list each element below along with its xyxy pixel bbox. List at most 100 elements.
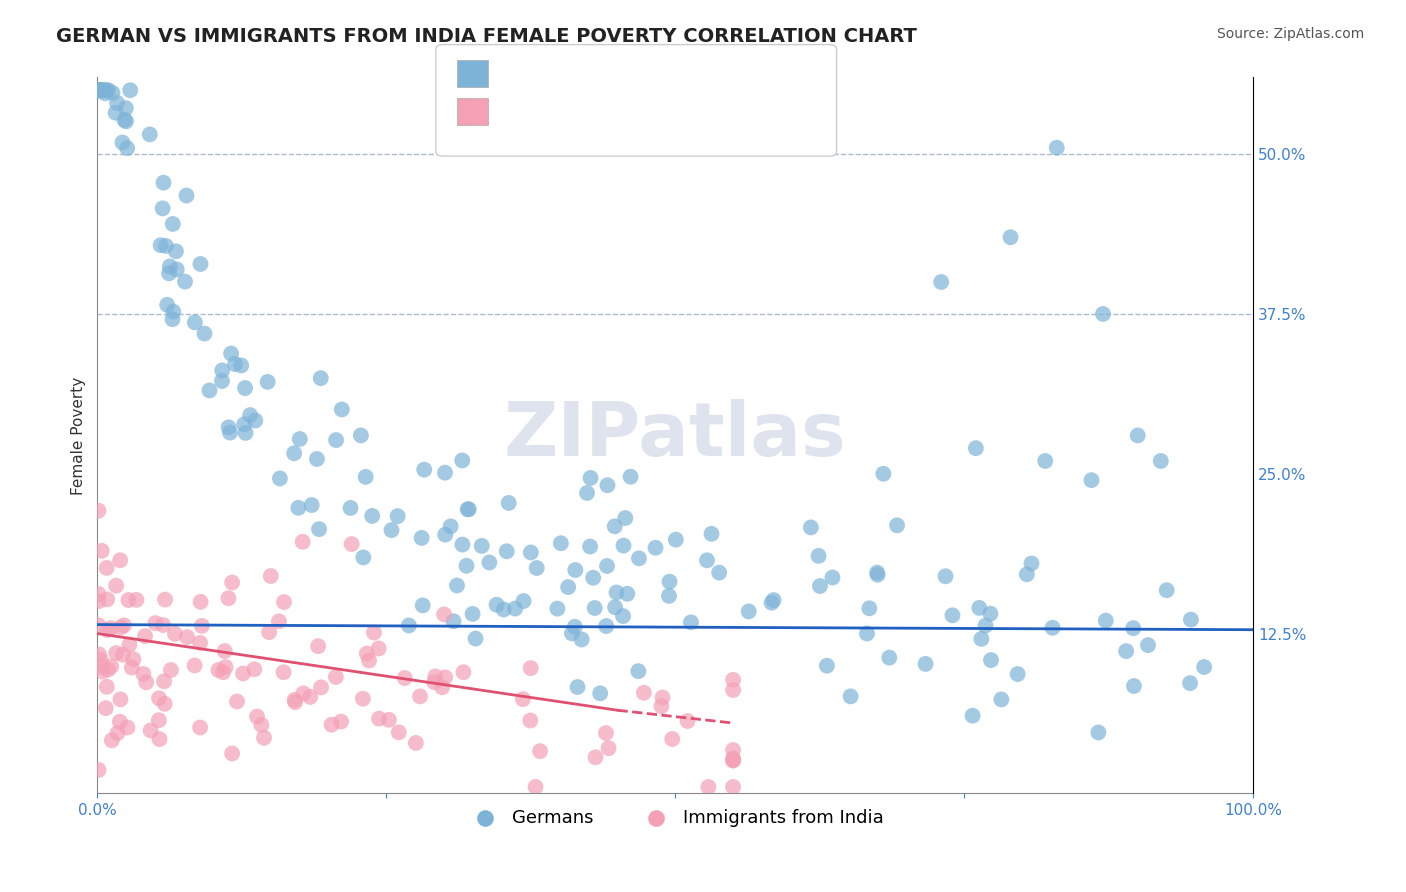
Point — [564, 620, 586, 634]
Point — [457, 502, 479, 516]
Point — [434, 527, 457, 541]
Point — [633, 686, 655, 700]
Point — [157, 266, 180, 280]
Point — [156, 298, 179, 312]
Point — [503, 601, 526, 615]
Point — [90, 653, 112, 667]
Point — [100, 659, 122, 673]
Point — [96, 83, 118, 97]
Point — [115, 101, 138, 115]
Point — [585, 750, 607, 764]
Point — [87, 594, 110, 608]
Point — [839, 690, 862, 704]
Point — [284, 695, 307, 709]
Point — [969, 600, 991, 615]
Point — [856, 626, 879, 640]
Point — [596, 559, 619, 574]
Text: ZIPatlas: ZIPatlas — [503, 399, 846, 472]
Text: R =: R = — [499, 104, 538, 122]
Point — [221, 747, 243, 761]
Point — [211, 374, 233, 388]
Point — [87, 83, 110, 97]
Point — [256, 375, 278, 389]
Point — [89, 83, 111, 97]
Point — [87, 83, 110, 97]
Point — [644, 541, 666, 555]
Text: -0.509: -0.509 — [544, 104, 609, 122]
Point — [250, 718, 273, 732]
Point — [139, 128, 162, 142]
Point — [721, 751, 744, 765]
Point — [87, 83, 110, 97]
Point — [595, 619, 617, 633]
Point — [567, 680, 589, 694]
Point — [524, 780, 547, 794]
Point — [352, 691, 374, 706]
Point — [198, 384, 221, 398]
Point — [546, 601, 568, 615]
Point — [148, 732, 170, 747]
Point — [762, 593, 785, 607]
Point — [105, 646, 128, 660]
Point — [1080, 473, 1102, 487]
Text: N =: N = — [609, 104, 648, 122]
Point — [253, 731, 276, 745]
Point — [115, 141, 138, 155]
Point — [879, 650, 901, 665]
Point — [89, 83, 111, 97]
Point — [1150, 454, 1173, 468]
Point — [224, 357, 246, 371]
Point — [616, 587, 638, 601]
Point — [679, 615, 702, 630]
Point — [232, 666, 254, 681]
Point — [148, 713, 170, 727]
Point — [110, 620, 132, 634]
Text: -0.017: -0.017 — [544, 65, 609, 83]
Point — [485, 598, 508, 612]
Point — [218, 420, 240, 434]
Point — [700, 526, 723, 541]
Point — [101, 86, 124, 100]
Point — [361, 508, 384, 523]
Point — [235, 425, 257, 440]
Point — [451, 538, 474, 552]
Point — [498, 496, 520, 510]
Point — [188, 721, 211, 735]
Point — [87, 503, 110, 517]
Text: N =: N = — [609, 65, 648, 83]
Point — [409, 690, 432, 704]
Point — [461, 607, 484, 621]
Point — [526, 561, 548, 575]
Point — [614, 511, 637, 525]
Point — [378, 713, 401, 727]
Point — [246, 709, 269, 723]
Point — [557, 580, 579, 594]
Point — [239, 408, 262, 422]
Point — [1046, 141, 1069, 155]
Point — [90, 83, 112, 97]
Point — [935, 569, 957, 583]
Point — [387, 509, 409, 524]
Point — [188, 636, 211, 650]
Point — [456, 558, 478, 573]
Point — [446, 578, 468, 592]
Point — [1092, 307, 1115, 321]
Point — [443, 615, 465, 629]
Point — [111, 136, 134, 150]
Point — [97, 83, 120, 97]
Point — [91, 83, 114, 97]
Text: R =: R = — [499, 65, 538, 83]
Point — [886, 518, 908, 533]
Point — [550, 536, 572, 550]
Point — [330, 714, 353, 729]
Point — [676, 714, 699, 728]
Point — [152, 202, 174, 216]
Point — [821, 570, 844, 584]
Point — [807, 549, 830, 563]
Point — [990, 692, 1012, 706]
Point — [91, 83, 114, 97]
Point — [368, 712, 391, 726]
Point — [979, 607, 1001, 621]
Point — [815, 658, 838, 673]
Point — [108, 714, 131, 729]
